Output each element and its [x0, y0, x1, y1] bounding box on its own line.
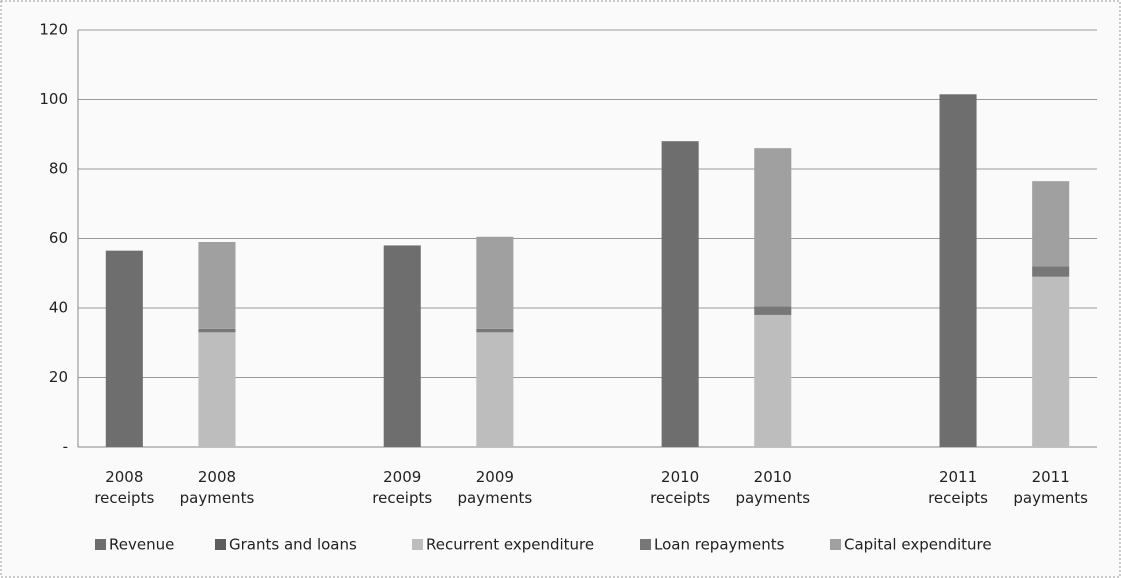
x-tick-label-line: 2009 [383, 468, 421, 486]
y-tick-label: 40 [49, 299, 68, 317]
bar-segment [476, 332, 514, 447]
legend-label: Revenue [109, 536, 174, 554]
bar-segment [198, 332, 236, 447]
bar-segment [661, 141, 699, 447]
x-tick-label-line: receipts [650, 489, 710, 507]
x-tick-label-line: receipts [372, 489, 432, 507]
bar-segment [1032, 266, 1070, 277]
x-tick-label-line: 2010 [754, 468, 792, 486]
x-tick-label-line: receipts [928, 489, 988, 507]
legend-swatch [95, 539, 106, 550]
x-tick-label: 2008 receipts [94, 468, 154, 507]
x-tick-label-line: 2009 [476, 468, 514, 486]
bar-segment [939, 94, 977, 447]
x-tick-label-line: payments [458, 489, 533, 507]
legend-swatch [830, 539, 841, 550]
legend-label: Grants and loans [229, 536, 357, 554]
x-tick-label-line: 2011 [1032, 468, 1070, 486]
legend-swatch [640, 539, 651, 550]
x-tick-label-line: receipts [94, 489, 154, 507]
bar-segment [1032, 276, 1070, 447]
x-tick-label-line: 2011 [939, 468, 977, 486]
bar-segment [476, 236, 514, 329]
bar-segment [198, 328, 236, 333]
legend-label: Recurrent expenditure [426, 536, 594, 554]
bar-segment [383, 245, 421, 447]
bar-segment [754, 314, 792, 447]
bar-segment [476, 328, 514, 333]
y-tick-label: 80 [49, 160, 68, 178]
y-tick-label: 20 [49, 368, 68, 386]
bar-segment [105, 250, 143, 447]
x-tick-label-line: payments [180, 489, 255, 507]
x-tick-label: 2011 receipts [928, 468, 988, 507]
x-tick-label-line: 2010 [661, 468, 699, 486]
legend-swatch [412, 539, 423, 550]
legend-label: Capital expenditure [844, 536, 992, 554]
bar-segment [198, 241, 236, 329]
x-tick-label: 2009 payments [458, 468, 533, 507]
legend-label: Loan repayments [654, 536, 785, 554]
x-tick-label: 2010 payments [735, 468, 810, 507]
bar-segment [754, 148, 792, 307]
x-tick-label-line: payments [735, 489, 810, 507]
bar-segment [754, 306, 792, 315]
x-tick-label-line: payments [1013, 489, 1088, 507]
x-tick-label: 2009 receipts [372, 468, 432, 507]
y-tick-label: 100 [39, 90, 68, 108]
y-tick-label: - [63, 438, 68, 456]
legend-swatch [215, 539, 226, 550]
y-tick-label: 120 [39, 21, 68, 39]
x-tick-label-line: 2008 [198, 468, 236, 486]
x-tick-label-line: 2008 [105, 468, 143, 486]
x-tick-label: 2008 payments [180, 468, 255, 507]
x-tick-label: 2011 payments [1013, 468, 1088, 507]
y-tick-label: 60 [49, 229, 68, 247]
x-tick-label: 2010 receipts [650, 468, 710, 507]
bar-segment [1032, 181, 1070, 267]
